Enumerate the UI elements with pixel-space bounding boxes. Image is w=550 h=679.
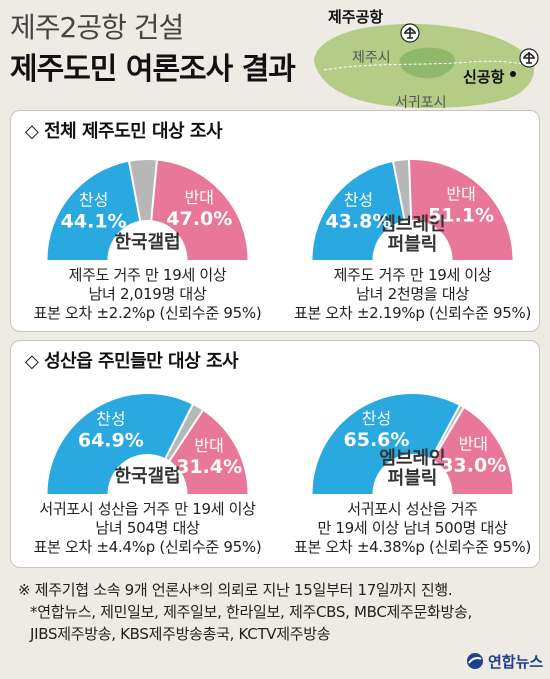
pollster-label: 엠브레인 <box>379 448 445 469</box>
title-line-1: 제주2공항 건설 <box>10 11 184 44</box>
pollster-label: 한국갤럽 <box>114 466 180 487</box>
pollster-label: 퍼블릭 <box>388 234 438 255</box>
map-airport-label: 제주공항 <box>328 8 383 26</box>
yes-label-value: 65.6% <box>344 429 410 451</box>
segment-yes <box>47 394 193 494</box>
yes-label-category: 찬성 <box>96 409 125 428</box>
yes-label-value: 43.8% <box>325 211 391 233</box>
footnote-3: JIBS제주방송, KBS제주방송총국, KCTV제주방송 <box>30 625 331 643</box>
note-line: 제주도 거주 만 19세 이상 <box>68 266 227 284</box>
segment-divider <box>149 159 159 227</box>
center-disc <box>372 220 453 264</box>
note-line: 만 19세 이상 남녀 500명 대상 <box>317 519 508 537</box>
jeju-map: 제주공항 제주시 신공항 서귀포시 <box>314 8 539 111</box>
footnote-1: ※ 제주기협 소속 9개 언론사*의 의뢰로 지난 15일부터 17일까지 진행… <box>18 581 453 599</box>
note-line: 표본 오차 ±4.38%p (신뢰수준 95%) <box>293 538 532 556</box>
new-airport-plane-icon <box>519 48 539 68</box>
airport-plane-icon <box>400 23 420 43</box>
note-line: 표본 오차 ±4.4%p (신뢰수준 95%) <box>33 538 262 556</box>
segment-yes <box>312 394 460 494</box>
note-line: 남녀 2천명을 대상 <box>356 285 469 303</box>
segment-divider <box>428 406 465 466</box>
yes-label-category: 찬성 <box>344 191 373 210</box>
note-line: 남녀 504명 대상 <box>95 519 200 537</box>
segment-divider <box>408 159 413 227</box>
map-seogwipo-city: 서귀포시 <box>395 95 447 111</box>
segment-other <box>129 160 157 227</box>
no-label-category: 반대 <box>185 188 214 207</box>
note-line: 서귀포시 성산읍 거주 만 19세 이상 <box>39 500 256 518</box>
no-label-value: 51.1% <box>428 205 494 227</box>
new-airport-dot <box>510 71 516 77</box>
segment-other <box>428 405 464 465</box>
no-label-value: 33.0% <box>440 454 506 476</box>
segment-divider <box>427 404 461 465</box>
center-disc <box>372 454 453 498</box>
panel-title-seongsan: ◇ 성산읍 주민들만 대상 조사 <box>25 351 239 372</box>
footnote-2: *연합뉴스, 제민일보, 제주일보, 한라일보, 제주CBS, MBC제주문화방… <box>30 603 473 621</box>
note-embrain-seongsan: 서귀포시 성산읍 거주 만 19세 이상 남녀 500명 대상 표본 오차 ±4… <box>285 500 540 557</box>
segment-divider <box>161 403 194 465</box>
yes-label-category: 찬성 <box>362 409 391 428</box>
pollster-label: 퍼블릭 <box>388 468 438 489</box>
segment-other <box>162 404 203 466</box>
note-line: 남녀 2,019명 대상 <box>88 285 207 303</box>
pollster-label: 엠브레인 <box>379 214 445 235</box>
segment-divider <box>391 160 407 227</box>
center-disc <box>107 454 188 498</box>
no-label-category: 반대 <box>459 434 488 453</box>
segment-no <box>409 160 513 260</box>
segment-divider <box>165 409 205 467</box>
segment-divider <box>127 160 143 227</box>
yonhap-logo: 연합뉴스 <box>466 650 543 672</box>
no-label-category: 반대 <box>194 436 223 455</box>
note-line: 표본 오차 ±2.2%p (신뢰수준 95%) <box>33 304 262 322</box>
no-label-value: 47.0% <box>166 208 232 230</box>
title-line-2: 제주도민 여론조사 결과 <box>10 52 296 87</box>
note-gallup-all: 제주도 거주 만 19세 이상 남녀 2,019명 대상 표본 오차 ±2.2%… <box>20 266 275 323</box>
yes-label-value: 44.1% <box>61 210 127 232</box>
panel-title-all: ◇ 전체 제주도민 대상 조사 <box>25 121 223 142</box>
map-jeju-city: 제주시 <box>352 50 391 66</box>
note-embrain-all: 제주도 거주 만 19세 이상 남녀 2천명을 대상 표본 오차 ±2.19%p… <box>285 266 540 323</box>
segment-no <box>166 410 248 494</box>
note-line: 제주도 거주 만 19세 이상 <box>333 266 492 284</box>
center-disc <box>107 220 188 264</box>
segment-other <box>393 160 412 227</box>
pollster-label: 한국갤럽 <box>114 232 180 253</box>
note-gallup-seongsan: 서귀포시 성산읍 거주 만 19세 이상 남녀 504명 대상 표본 오차 ±4… <box>20 500 275 557</box>
note-line: 서귀포시 성산읍 거주 <box>347 500 478 518</box>
yes-label-value: 64.9% <box>78 429 144 451</box>
no-label-value: 31.4% <box>176 456 242 478</box>
segment-no <box>429 407 513 494</box>
note-line: 표본 오차 ±2.19%p (신뢰수준 95%) <box>293 304 532 322</box>
map-new-airport-label: 신공항 <box>463 68 505 86</box>
hallasan-highland <box>399 47 455 79</box>
yonhap-globe-icon <box>467 653 483 669</box>
yonhap-logo-text: 연합뉴스 <box>488 652 544 671</box>
yes-label-category: 찬성 <box>79 190 108 209</box>
no-label-category: 반대 <box>446 185 475 204</box>
city-boundary <box>323 60 533 71</box>
